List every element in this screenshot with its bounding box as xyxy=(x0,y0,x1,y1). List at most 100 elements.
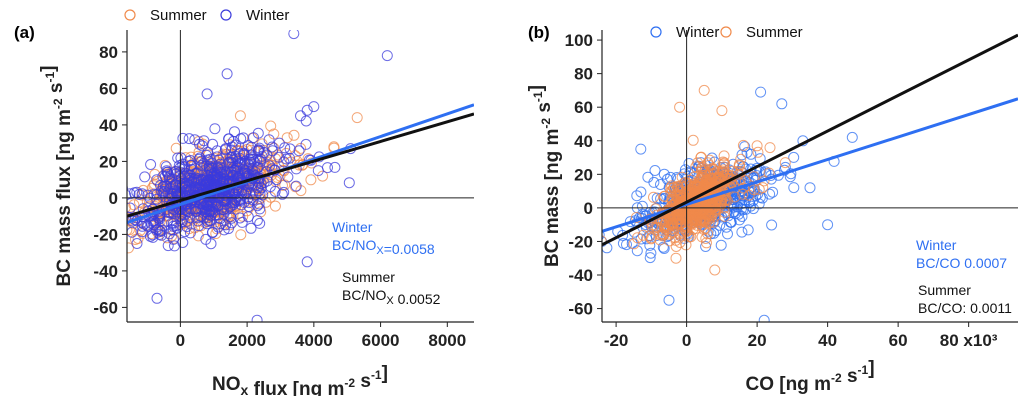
data-point-summer xyxy=(686,193,698,205)
data-point-winter xyxy=(714,219,726,231)
annotation-title-summer: Summer xyxy=(342,269,395,285)
data-point-summer xyxy=(86,205,96,215)
data-point-winter xyxy=(846,131,858,143)
data-point-winter xyxy=(226,141,238,153)
data-point-winter xyxy=(133,189,145,200)
data-point-winter xyxy=(300,115,312,127)
data-point-winter xyxy=(186,163,197,175)
data-point-summer xyxy=(698,84,710,96)
data-point-summer xyxy=(234,110,246,122)
data-point-winter xyxy=(822,219,834,231)
data-point-winter xyxy=(267,145,279,157)
data-point-winter xyxy=(266,141,278,153)
data-point-winter xyxy=(167,233,179,245)
legend-marker-summer xyxy=(124,9,136,21)
data-point-winter xyxy=(343,177,355,189)
data-point-summer xyxy=(281,132,293,144)
fit-line-winter xyxy=(602,97,1018,233)
data-point-summer xyxy=(779,157,791,169)
y-tick-label: 0 xyxy=(109,189,118,208)
y-tick-label: 60 xyxy=(99,79,118,98)
data-point-winter xyxy=(220,144,231,156)
data-point-winter xyxy=(234,159,245,171)
annotation-value-summer: BC/CO: 0.0011 xyxy=(918,300,1012,316)
annotation-value-summer: BC/NOX 0.0052 xyxy=(342,287,441,307)
data-point-summer xyxy=(696,220,708,232)
data-point-winter xyxy=(192,167,204,179)
data-point-winter xyxy=(127,185,128,192)
data-point-summer xyxy=(648,191,659,203)
y-tick-label: 20 xyxy=(574,165,593,184)
data-point-winter xyxy=(190,182,202,194)
data-point-winter xyxy=(290,180,302,192)
data-point-winter xyxy=(185,203,197,215)
y-tick-label: 20 xyxy=(99,152,118,171)
data-point-winter xyxy=(642,171,654,183)
data-point-winter xyxy=(261,149,273,161)
data-point-winter xyxy=(127,189,132,201)
data-point-summer xyxy=(670,252,682,264)
chart-panel-a: -60 -40 -20 0 20 40 60 80 0 2000 4000 6000 8000 (a) NO… xyxy=(14,7,474,396)
data-point-winter xyxy=(641,233,653,245)
data-point-winter xyxy=(177,132,189,144)
data-point-summer xyxy=(666,193,678,205)
data-point-winter xyxy=(766,219,778,231)
data-point-winter xyxy=(631,245,643,257)
data-point-winter xyxy=(254,203,266,215)
data-point-winter xyxy=(151,292,163,304)
data-point-winter xyxy=(308,101,320,113)
data-point-winter xyxy=(181,215,193,227)
data-point-summer xyxy=(651,222,663,233)
data-point-winter xyxy=(215,218,227,230)
data-point-winter xyxy=(177,237,189,248)
data-point-winter xyxy=(44,255,54,265)
y-tick-label: 80 xyxy=(574,65,593,84)
data-point-winter xyxy=(167,181,179,193)
data-point-summer xyxy=(695,172,707,184)
y-axis-label: BC mass [ng m-2 s-1] xyxy=(526,85,563,267)
legend-label-summer: Summer xyxy=(150,7,207,24)
data-point-winter xyxy=(179,226,191,238)
data-point-summer xyxy=(753,183,765,195)
data-point-winter xyxy=(172,152,184,164)
data-point-winter xyxy=(163,228,175,240)
y-tick-label: -60 xyxy=(93,298,118,317)
data-point-winter xyxy=(226,151,238,163)
data-point-winter xyxy=(648,176,660,188)
data-point-summer xyxy=(663,216,675,228)
data-point-winter xyxy=(242,211,254,223)
data-point-winter xyxy=(210,201,221,213)
data-point-summer xyxy=(674,237,686,248)
data-point-summer xyxy=(289,181,301,193)
data-point-summer xyxy=(705,211,717,223)
data-point-summer xyxy=(737,139,749,151)
data-point-winter xyxy=(226,217,238,229)
y-tick-label: 0 xyxy=(584,199,593,218)
data-point-summer xyxy=(735,153,747,165)
data-point-summer xyxy=(716,105,728,117)
data-point-summer xyxy=(748,184,760,196)
data-point-winter xyxy=(253,144,265,156)
data-point-winter xyxy=(151,189,163,201)
data-point-summer xyxy=(717,156,729,168)
data-point-winter xyxy=(739,141,751,153)
data-point-summer xyxy=(643,230,655,242)
y-tick-label: 100 xyxy=(565,31,593,50)
legend-label-summer: Summer xyxy=(746,24,803,41)
data-point-winter xyxy=(758,314,770,322)
data-point-summer xyxy=(670,241,682,252)
data-point-winter xyxy=(144,230,156,242)
data-point-summer xyxy=(705,206,717,218)
data-point-winter xyxy=(722,228,733,240)
data-point-winter xyxy=(257,189,269,201)
data-point-winter xyxy=(753,198,765,210)
x-tick-label: 0 xyxy=(176,331,185,350)
chart-panel-b: -60 -40 -20 0 20 40 60 80 100 -20 0 20 40 60 80 x10³ (b… xyxy=(526,23,1018,395)
data-point-winter xyxy=(381,50,393,62)
data-point-winter xyxy=(755,86,767,98)
data-point-winter xyxy=(198,135,210,147)
data-point-winter xyxy=(776,98,788,110)
data-point-winter xyxy=(192,215,204,227)
data-point-summer xyxy=(637,229,649,241)
legend-marker-summer xyxy=(720,26,732,38)
